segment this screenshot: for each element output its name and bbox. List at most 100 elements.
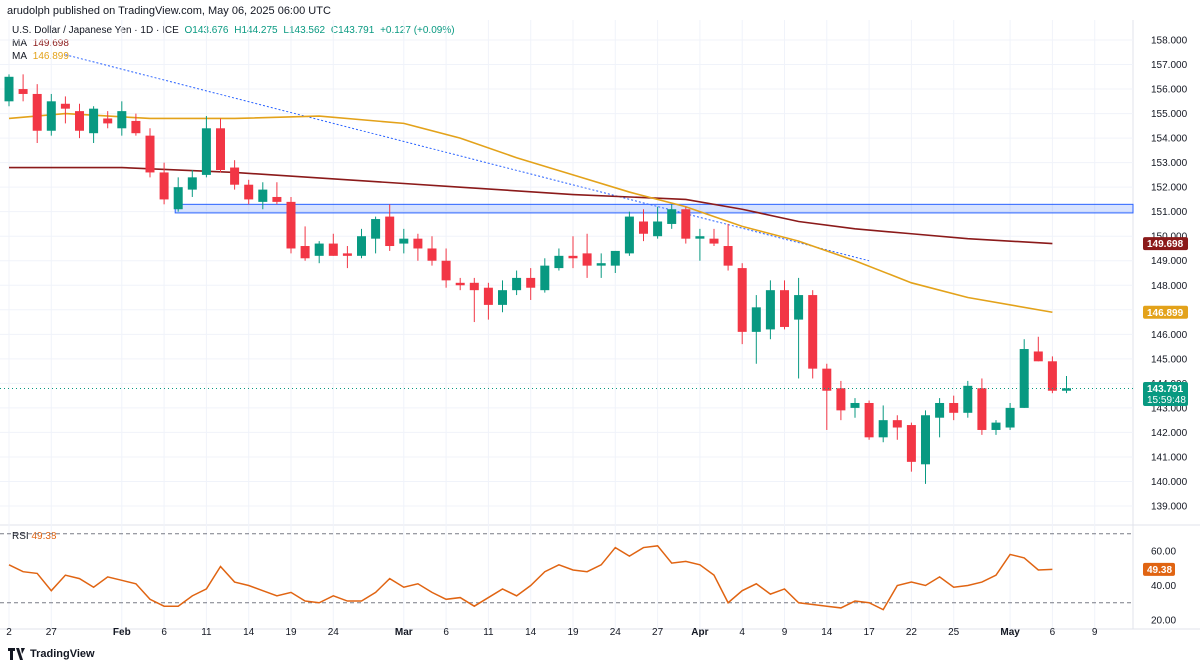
candle-body bbox=[1005, 407, 1015, 428]
candle-body bbox=[780, 290, 789, 327]
time-axis-label: 24 bbox=[328, 627, 340, 638]
time-axis-label: Feb bbox=[113, 627, 131, 638]
candle-body bbox=[89, 108, 99, 134]
candle-body bbox=[963, 385, 973, 413]
price-axis-label: 146.000 bbox=[1151, 330, 1188, 341]
candle-body bbox=[554, 255, 564, 269]
price-axis-label: 153.000 bbox=[1151, 158, 1188, 169]
time-axis-label: 4 bbox=[739, 627, 745, 638]
rsi-legend-label: RSI bbox=[12, 531, 29, 542]
tradingview-footer[interactable]: TradingView bbox=[8, 648, 95, 660]
candle-body bbox=[286, 201, 296, 249]
time-axis-label: 24 bbox=[610, 627, 622, 638]
candle-body bbox=[469, 282, 479, 291]
ma-long-price-badge: 149.698 bbox=[1147, 239, 1184, 250]
candle-body bbox=[794, 295, 804, 320]
price-axis-label: 140.000 bbox=[1151, 477, 1188, 488]
candle-body bbox=[385, 216, 395, 247]
price-axis-label: 157.000 bbox=[1151, 60, 1188, 71]
time-axis-label: 14 bbox=[821, 627, 833, 638]
candle-body bbox=[878, 420, 888, 438]
time-axis-label: Apr bbox=[691, 627, 708, 638]
candle-body bbox=[455, 282, 465, 286]
time-axis-label: 25 bbox=[948, 627, 960, 638]
candle-body bbox=[4, 76, 14, 102]
candle-body bbox=[300, 246, 310, 259]
candle-body bbox=[46, 101, 56, 131]
rsi-legend[interactable]: RSI 49.38 bbox=[12, 531, 56, 542]
candle-body bbox=[357, 236, 366, 256]
ma-short-price-badge-bg bbox=[1143, 305, 1188, 319]
candle-body bbox=[610, 250, 620, 266]
ma-legend-label: MA bbox=[12, 51, 27, 62]
rsi-axis-label: 40.00 bbox=[1151, 581, 1176, 592]
time-axis-label: 11 bbox=[483, 627, 494, 638]
candle-body bbox=[850, 402, 860, 408]
high-value: H144.275 bbox=[234, 25, 278, 36]
candle-body bbox=[399, 238, 409, 244]
time-axis-label: 2 bbox=[6, 627, 12, 638]
candle-body bbox=[201, 128, 211, 175]
candle-body bbox=[173, 187, 183, 210]
price-axis-label: 149.000 bbox=[1151, 256, 1188, 267]
time-axis-label: 14 bbox=[243, 627, 255, 638]
time-axis-label: May bbox=[1000, 627, 1020, 638]
candle-body bbox=[737, 268, 747, 332]
candle-body bbox=[892, 420, 902, 428]
candle-body bbox=[808, 295, 818, 369]
candle-body bbox=[103, 118, 113, 124]
price-axis-label: 145.000 bbox=[1151, 354, 1188, 365]
price-axis-label: 155.000 bbox=[1151, 109, 1188, 120]
candle-body bbox=[216, 128, 225, 170]
close-value: C143.791 bbox=[330, 25, 375, 36]
candle-body bbox=[1062, 388, 1071, 391]
candle-body bbox=[681, 209, 691, 239]
price-axis-label: 143.000 bbox=[1151, 403, 1188, 414]
candle-body bbox=[582, 253, 592, 266]
candle-body bbox=[836, 388, 846, 411]
price-axis-label: 156.000 bbox=[1151, 85, 1188, 96]
candle-body bbox=[75, 111, 84, 131]
candle-body bbox=[483, 287, 493, 305]
candle-body bbox=[314, 243, 324, 256]
candle-body bbox=[145, 135, 155, 173]
candle-body bbox=[371, 219, 381, 239]
footer-label: TradingView bbox=[30, 648, 95, 660]
candle-body bbox=[18, 89, 28, 94]
time-axis-label: 14 bbox=[525, 627, 537, 638]
tradingview-logo-icon bbox=[8, 648, 26, 660]
time-axis-label: 9 bbox=[1092, 627, 1098, 638]
candle-body bbox=[540, 265, 550, 291]
trendline bbox=[65, 54, 870, 262]
candle-body bbox=[709, 238, 719, 244]
candle-body bbox=[230, 167, 240, 185]
price-axis-label: 139.000 bbox=[1151, 502, 1188, 513]
candle-body bbox=[187, 177, 197, 190]
candle-body bbox=[624, 216, 634, 254]
candle-body bbox=[751, 307, 761, 332]
candle-body bbox=[596, 263, 606, 266]
candle-body bbox=[512, 277, 522, 291]
candle-body bbox=[427, 248, 437, 261]
candle-body bbox=[921, 415, 930, 465]
candle-body bbox=[653, 221, 663, 237]
candle-body bbox=[272, 196, 282, 202]
price-axis-label: 152.000 bbox=[1151, 183, 1188, 194]
price-axis-label: 141.000 bbox=[1151, 452, 1188, 463]
candle-body bbox=[1047, 361, 1057, 391]
rsi-legend-value: 49.38 bbox=[31, 531, 57, 542]
candle-body bbox=[32, 93, 42, 131]
candle-body bbox=[131, 120, 141, 134]
candle-body bbox=[695, 236, 705, 239]
candle-body bbox=[667, 209, 677, 224]
rsi-line bbox=[8, 545, 1053, 611]
price-axis-label: 142.000 bbox=[1151, 428, 1188, 439]
rsi-axis-label: 60.00 bbox=[1151, 547, 1176, 558]
time-axis-label: 27 bbox=[652, 627, 664, 638]
candle-body bbox=[117, 111, 127, 129]
candle-body bbox=[526, 277, 536, 288]
rsi-value-badge: 49.38 bbox=[1147, 565, 1172, 576]
candle-body bbox=[258, 189, 268, 202]
